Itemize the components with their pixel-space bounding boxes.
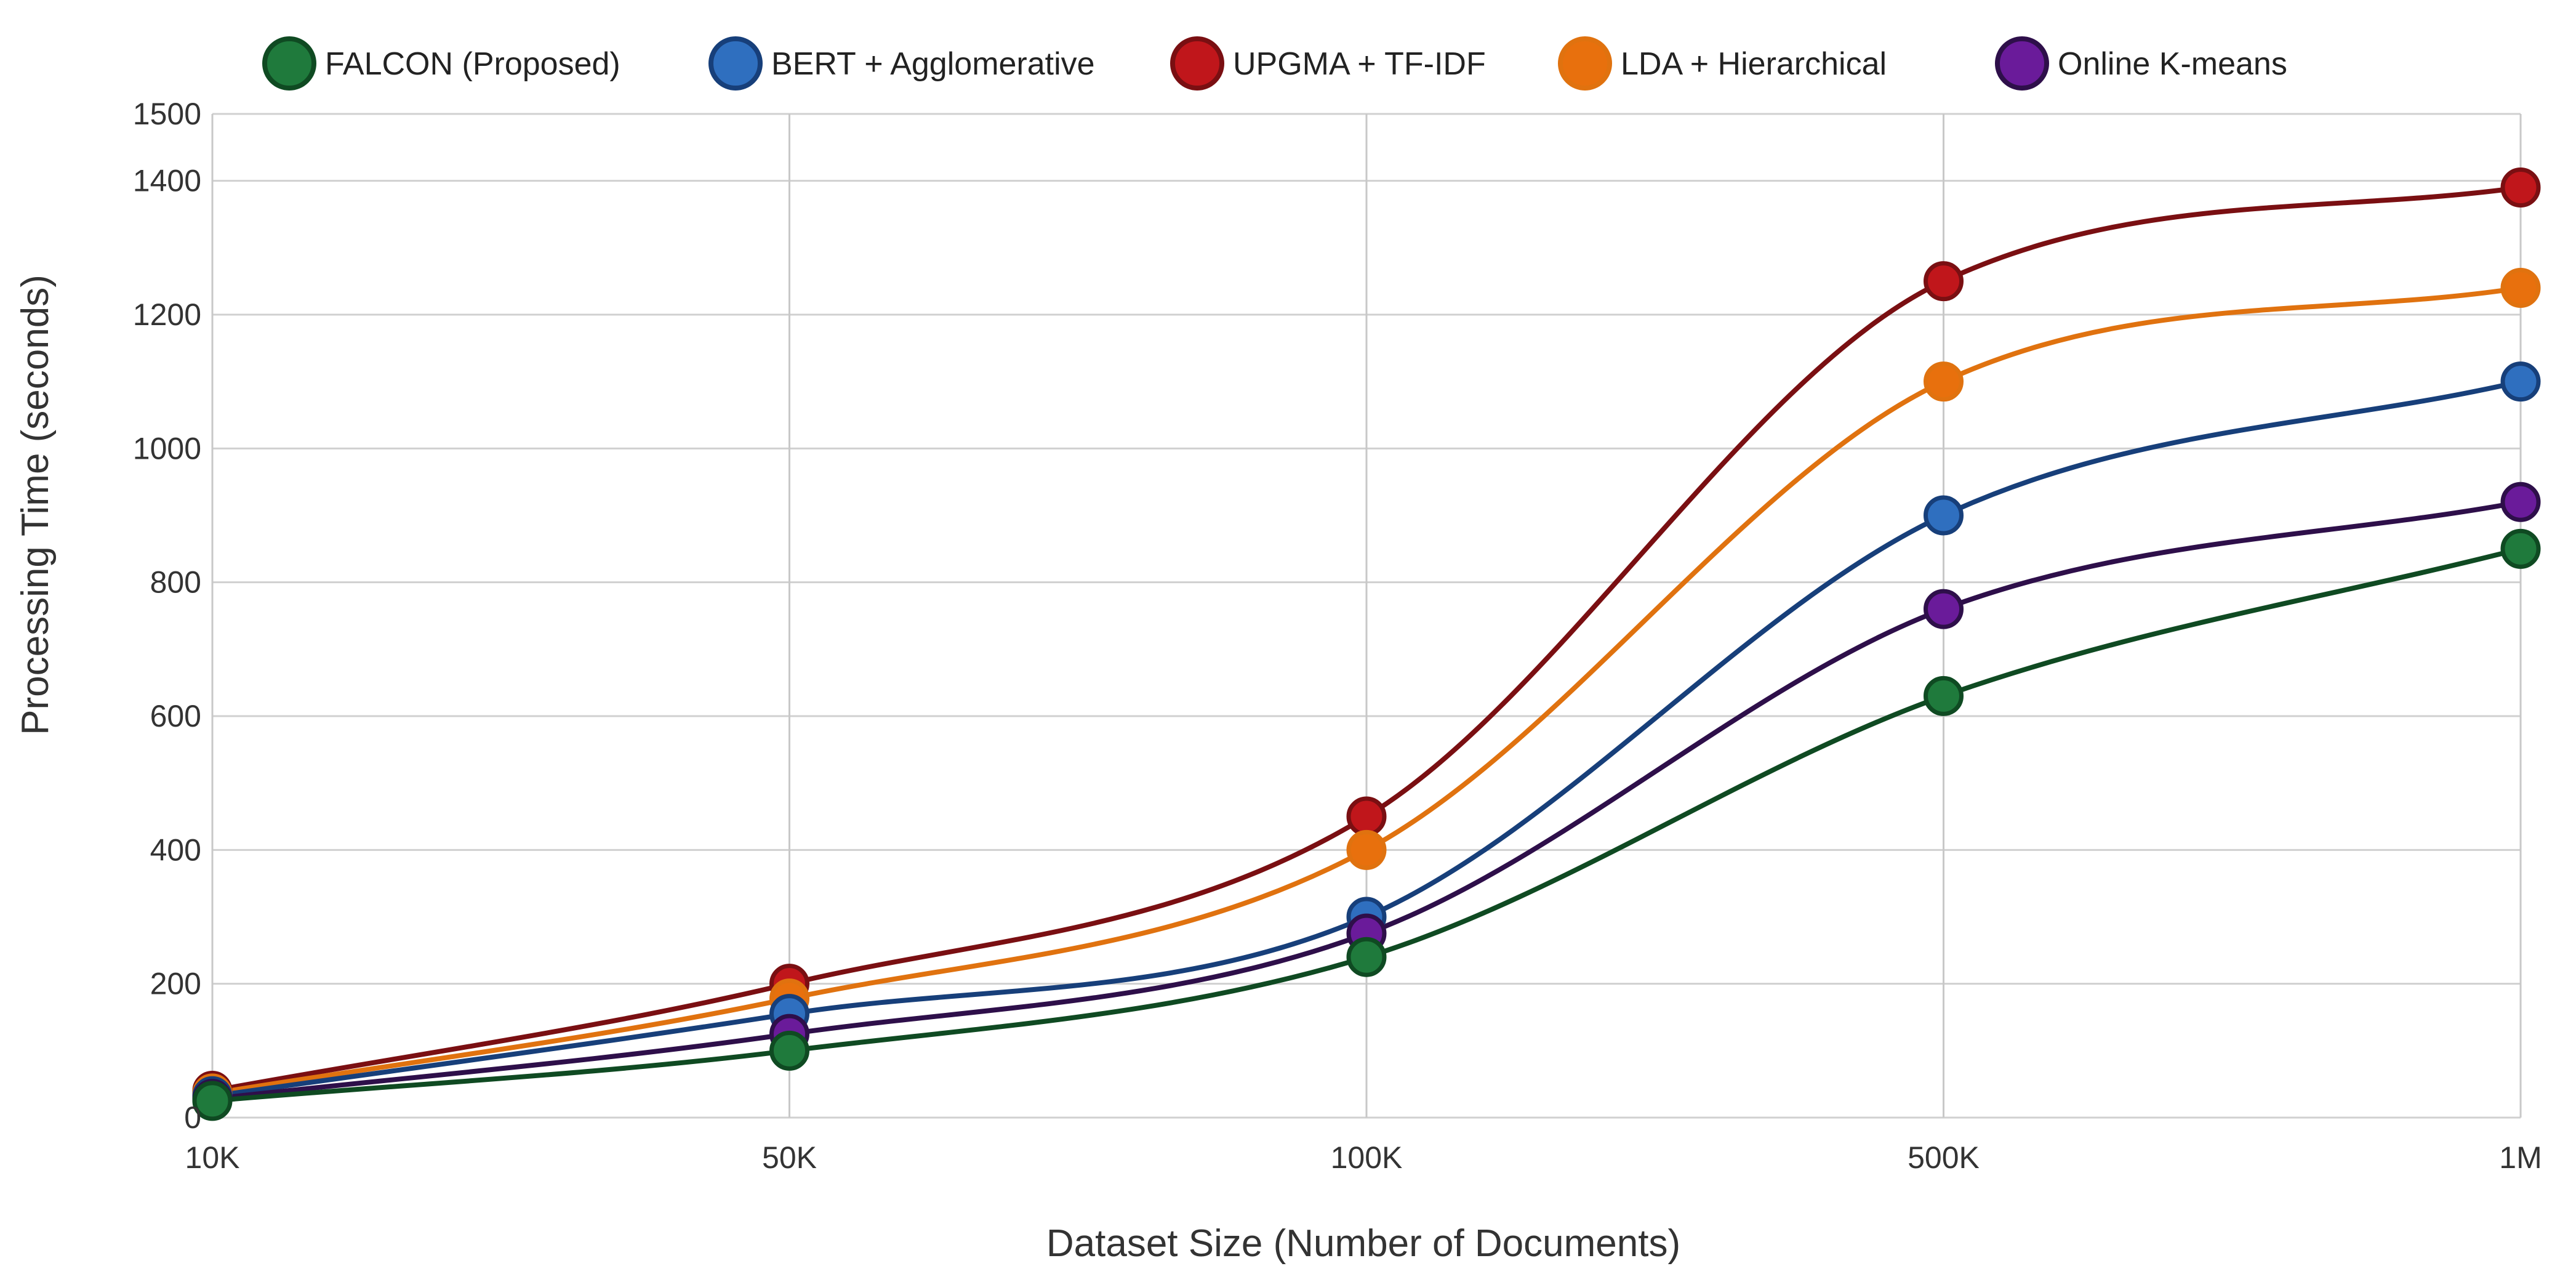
data-point — [1924, 495, 1964, 536]
data-point — [1924, 361, 1964, 402]
x-tick-label: 10K — [185, 1140, 240, 1175]
y-tick-label: 400 — [150, 832, 201, 867]
y-axis-title: Processing Time (seconds) — [14, 275, 57, 735]
y-tick-label: 1400 — [133, 164, 201, 198]
data-point — [2500, 482, 2541, 522]
data-point — [1924, 675, 1964, 716]
legend-marker — [1995, 36, 2049, 91]
legend-item: BERT + Agglomerative — [708, 36, 1095, 91]
legend-item: Online K-means — [1995, 36, 2287, 91]
data-point — [2500, 361, 2541, 402]
legend-item: UPGMA + TF-IDF — [1170, 36, 1486, 91]
legend-label: LDA + Hierarchical — [1621, 46, 1887, 82]
data-point — [1346, 796, 1387, 837]
x-tick-label: 100K — [1331, 1140, 1403, 1175]
x-tick-label: 500K — [1908, 1140, 1980, 1175]
data-points — [192, 167, 2541, 1121]
series-line — [210, 285, 2523, 1096]
legend-label: Online K-means — [2058, 46, 2287, 82]
legend-label: UPGMA + TF-IDF — [1233, 46, 1486, 82]
y-tick-label: 0 — [184, 1100, 201, 1135]
data-point — [1924, 589, 1964, 629]
y-tick-label: 1000 — [133, 431, 201, 466]
tick-labels: 0 200 400 600 800 1000 1200 1400 1500 10K 50K 100K 5… — [133, 97, 2542, 1175]
legend-marker — [1170, 36, 1224, 91]
legend: FALCON (Proposed) BERT + Agglomerative UPG… — [262, 36, 2287, 91]
x-axis-title: Dataset Size (Number of Documents) — [1046, 1222, 1680, 1265]
series-line — [210, 185, 2523, 1094]
x-tick-label: 50K — [762, 1140, 817, 1175]
y-tick-label: 600 — [150, 699, 201, 733]
data-point — [2500, 167, 2541, 208]
legend-marker — [1558, 36, 1612, 91]
y-tick-label: 1500 — [133, 97, 201, 131]
data-point — [2500, 528, 2541, 569]
legend-label: FALCON (Proposed) — [325, 46, 620, 82]
data-point — [769, 1030, 809, 1071]
legend-item: FALCON (Proposed) — [262, 36, 620, 91]
y-tick-label: 1200 — [133, 297, 201, 332]
data-point — [1924, 261, 1964, 302]
data-point — [2500, 268, 2541, 308]
legend-item: LDA + Hierarchical — [1558, 36, 1887, 91]
y-tick-label: 200 — [150, 967, 201, 1001]
legend-label: BERT + Agglomerative — [771, 46, 1095, 82]
legend-marker — [262, 36, 316, 91]
data-point — [1346, 937, 1387, 977]
x-tick-label: 1M — [2499, 1140, 2542, 1175]
data-point — [192, 1081, 233, 1121]
data-point — [1346, 829, 1387, 870]
legend-marker — [708, 36, 763, 91]
y-tick-label: 800 — [150, 565, 201, 600]
